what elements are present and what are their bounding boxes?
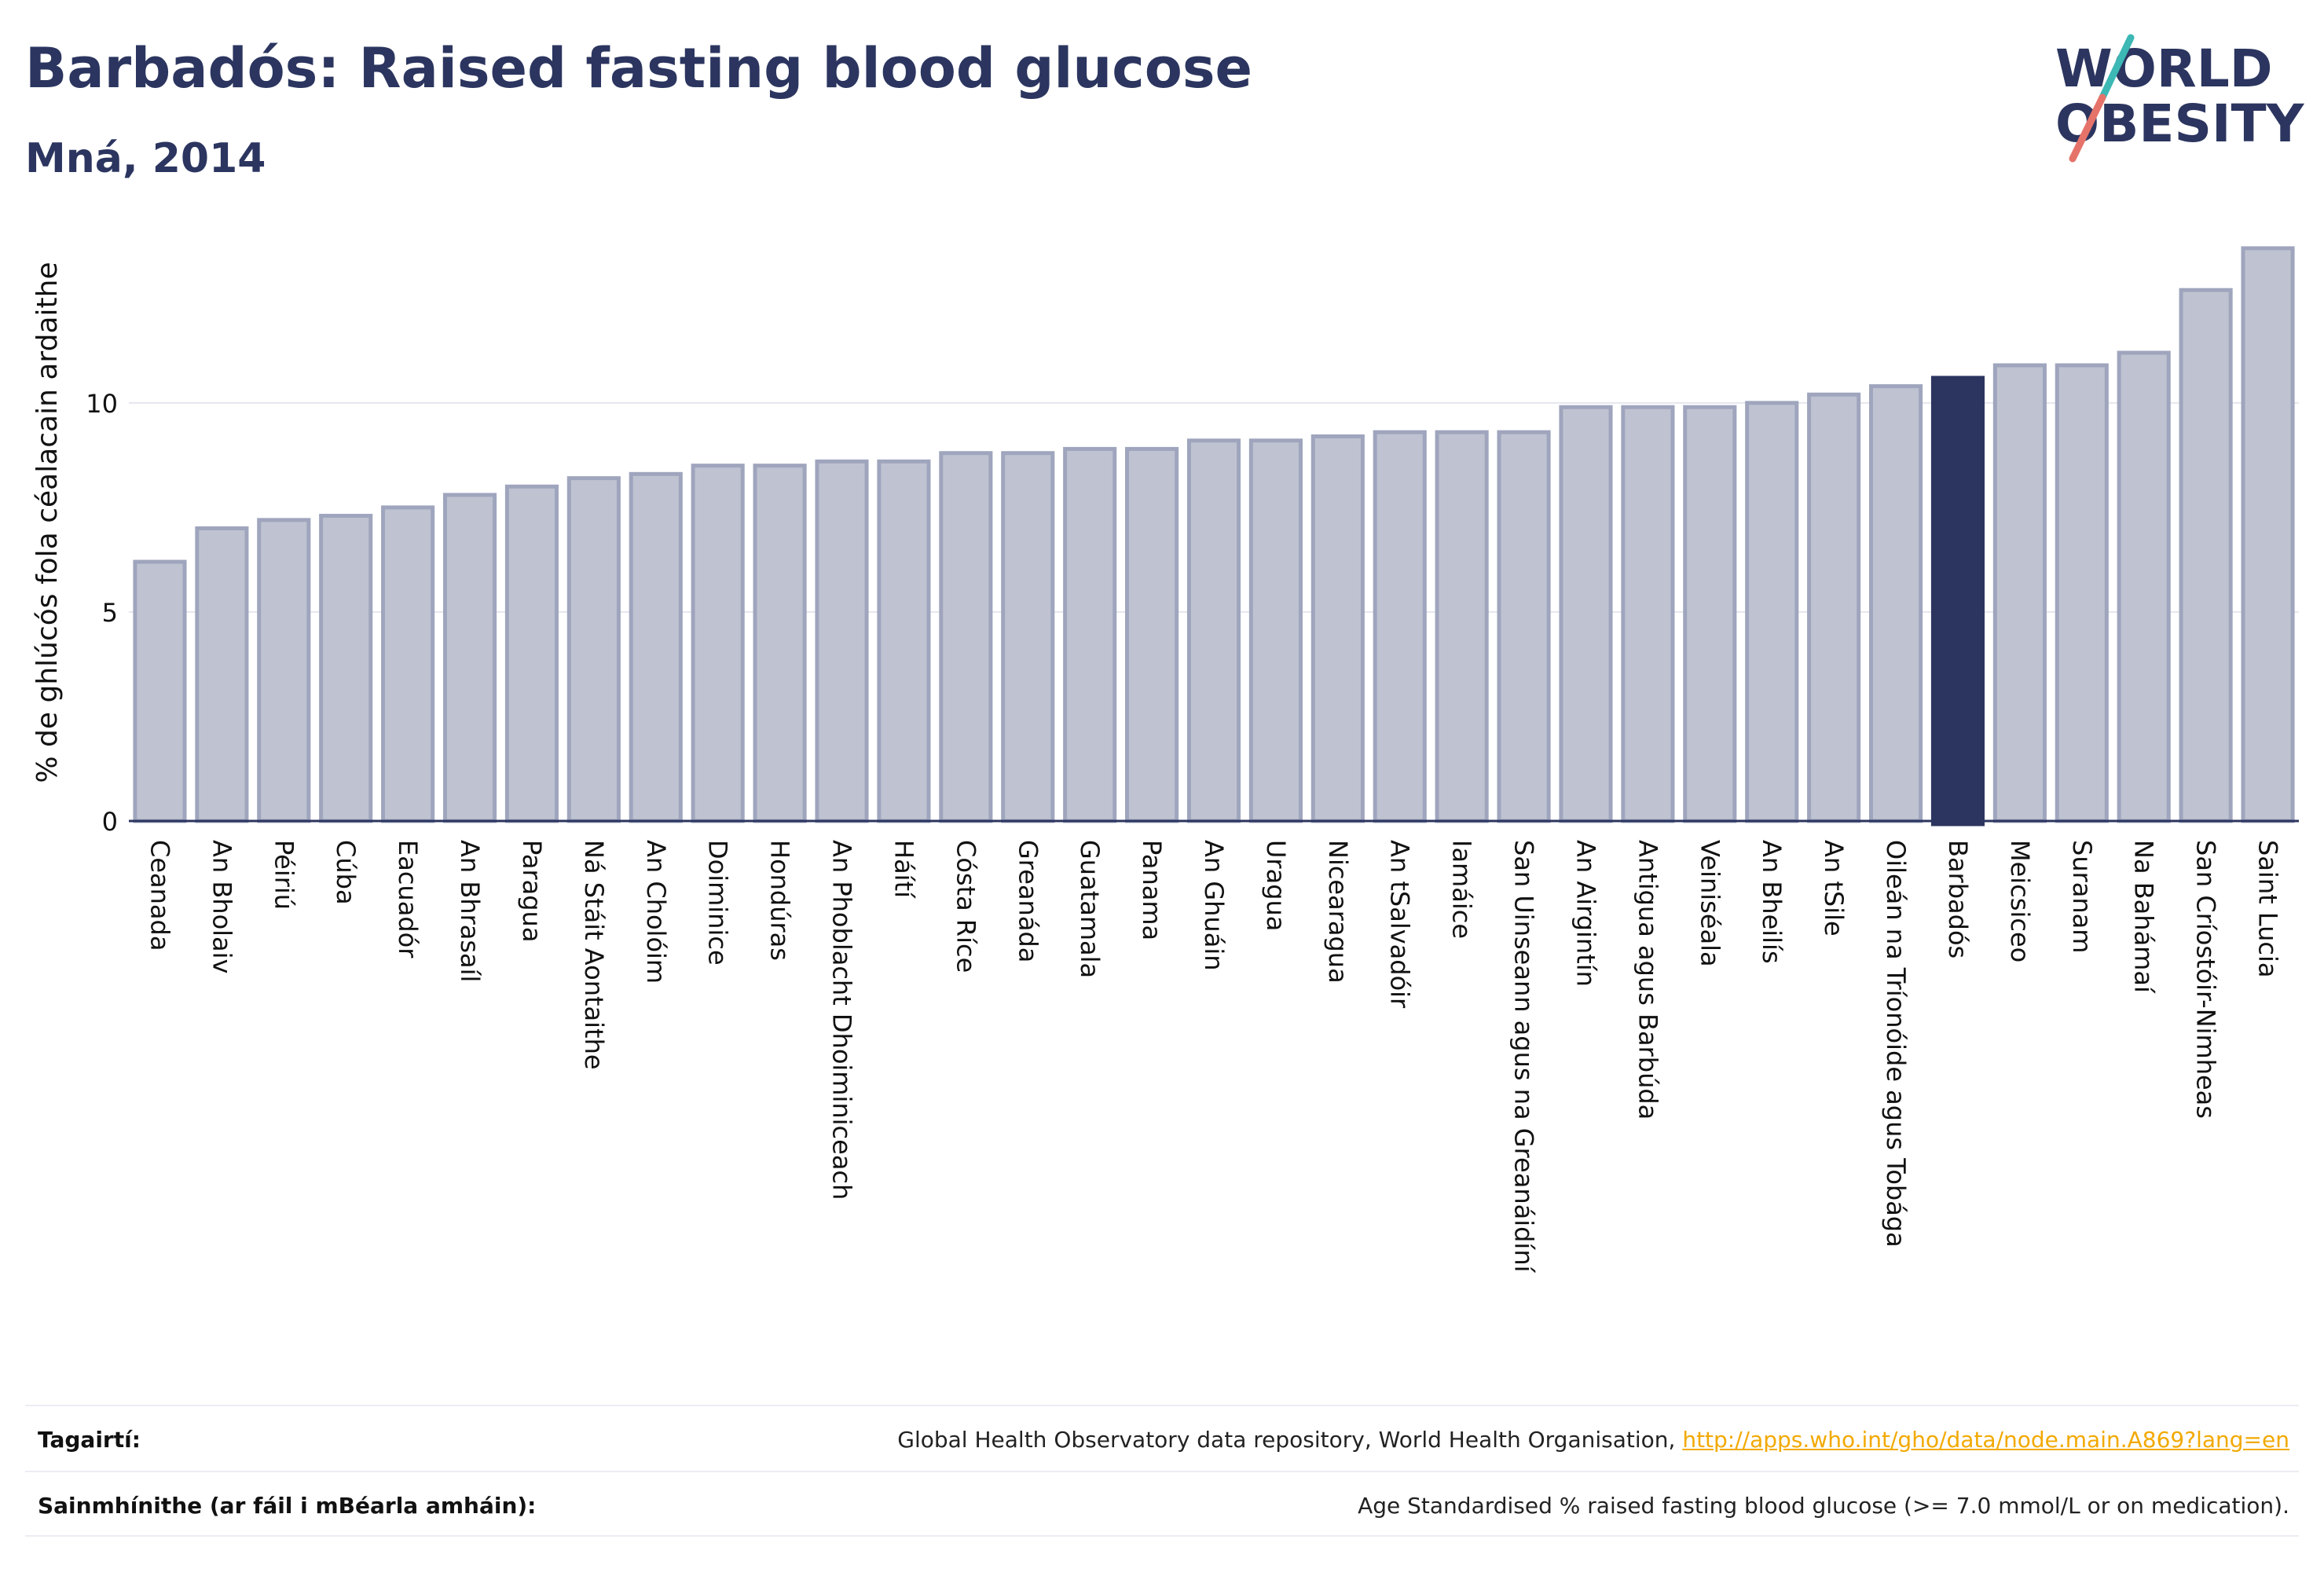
x-tick-label: Antigua agus Barbúda: [1633, 840, 1662, 1120]
bar-1[interactable]: [195, 526, 249, 823]
bar-23[interactable]: [1559, 405, 1613, 823]
bar-24[interactable]: [1621, 405, 1675, 823]
definitions-label: Sainmhínithe (ar fáil i mBéarla amháin):: [38, 1493, 537, 1519]
bar-7[interactable]: [566, 476, 621, 823]
footer-divider-middle: [25, 1471, 2299, 1472]
y-tick-label: 10: [86, 389, 118, 419]
footer-divider-top: [25, 1405, 2299, 1406]
bar-27[interactable]: [1807, 392, 1861, 823]
x-tick-label: An Ghuáin: [1199, 840, 1229, 970]
bars: [133, 246, 2295, 826]
x-tick-label: Veiniséala: [1695, 840, 1725, 967]
bar-8[interactable]: [629, 471, 683, 823]
bar-21[interactable]: [1435, 430, 1489, 823]
slash-logo-icon: [2099, 34, 2135, 101]
x-tick-label: Péiriú: [269, 840, 299, 910]
x-tick-label: An Bheilís: [1757, 840, 1787, 964]
bar-19[interactable]: [1310, 434, 1365, 823]
x-tick-label: Saint Lucia: [2253, 840, 2283, 977]
bar-18[interactable]: [1248, 438, 1303, 823]
bar-28[interactable]: [1868, 384, 1923, 823]
bar-20[interactable]: [1373, 430, 1427, 823]
references-label: Tagairtí:: [38, 1427, 141, 1453]
references-link[interactable]: http://apps.who.int/gho/data/node.main.A…: [1682, 1427, 2289, 1453]
x-tick-label: Oileán na Tríonóide agus Tobága: [1881, 840, 1911, 1248]
x-tick-label: Nicearagua: [1323, 840, 1353, 984]
chart-subtitle: Mná, 2014: [25, 135, 266, 182]
bar-32[interactable]: [2117, 350, 2171, 823]
x-tick-label: An tSalvadóir: [1385, 840, 1415, 1009]
bar-4[interactable]: [381, 505, 435, 823]
bar-11[interactable]: [815, 459, 869, 823]
x-tick-label: Iamáice: [1447, 840, 1477, 939]
bar-22[interactable]: [1497, 430, 1551, 823]
x-tick-label: An Airgintín: [1571, 840, 1600, 987]
x-tick-label: Hondúras: [765, 840, 795, 961]
bar-26[interactable]: [1745, 401, 1799, 823]
x-tick-label: Ná Stáit Aontaithe: [579, 840, 609, 1070]
chart-title: Barbadós: Raised fasting blood glucose: [25, 36, 1252, 101]
x-tick-label: Cúba: [331, 840, 361, 905]
bar-12[interactable]: [877, 459, 931, 823]
x-tick-label: Uragua: [1261, 840, 1291, 931]
y-axis-label: % de ghlúcós fola céalacain ardaithe: [31, 262, 64, 783]
bar-33[interactable]: [2179, 288, 2233, 823]
slash-logo-icon-lower: [2069, 93, 2106, 163]
x-tick-label: Guatamala: [1075, 840, 1105, 978]
bar-34[interactable]: [2241, 246, 2295, 823]
bar-0[interactable]: [133, 559, 187, 823]
world-obesity-logo: WORLD OBESITY: [2055, 34, 2305, 163]
bar-6[interactable]: [504, 484, 559, 823]
x-tick-label: Greanáda: [1013, 840, 1043, 962]
y-tick-label: 0: [102, 807, 118, 837]
x-tick-label: Barbadós: [1943, 840, 1973, 958]
bar-chart: 0 5 10 Ceanada An Bholaiv Péiriú Cúba Eacuadór…: [31, 246, 2299, 1274]
bar-10[interactable]: [753, 464, 807, 823]
x-tick-label: An Bholaiv: [207, 840, 236, 973]
bar-14[interactable]: [1001, 451, 1055, 823]
x-tick-label: An tSile: [1819, 840, 1849, 936]
x-tick-labels: Ceanada An Bholaiv Péiriú Cúba Eacuadór An Bh…: [145, 840, 2282, 1274]
x-tick-label: Háítí: [889, 840, 918, 899]
x-tick-label: Paragua: [517, 840, 547, 942]
x-tick-label: Eacuadór: [393, 840, 423, 958]
x-tick-label: Doiminice: [703, 840, 733, 966]
x-tick-label: An Bhrasaíl: [455, 840, 485, 982]
definitions-value: Age Standardised % raised fasting blood …: [1358, 1493, 2289, 1519]
references-value: Global Health Observatory data repositor…: [897, 1427, 2289, 1453]
x-tick-label: Cósta Ríce: [951, 840, 981, 973]
x-tick-label: Panama: [1137, 840, 1167, 940]
y-tick-label: 5: [102, 598, 118, 628]
axes: 0 5 10: [86, 389, 2299, 837]
bar-29[interactable]: [1930, 376, 1985, 826]
bar-31[interactable]: [2055, 363, 2109, 823]
x-tick-label: San Críostóir-Nimheas: [2191, 840, 2221, 1119]
x-tick-label: Ceanada: [145, 840, 174, 951]
x-tick-label: Suranam: [2067, 840, 2097, 953]
bar-9[interactable]: [691, 464, 745, 823]
bar-2[interactable]: [257, 518, 311, 823]
footer-divider-bottom: [25, 1535, 2299, 1537]
references-text: Global Health Observatory data repositor…: [897, 1427, 1683, 1453]
x-tick-label: An Phoblacht Dhoiminiceach: [827, 840, 857, 1200]
logo-line1: WORLD: [2055, 38, 2273, 99]
x-tick-label: Meicsiceo: [2005, 840, 2035, 962]
bar-30[interactable]: [1992, 363, 2047, 823]
bar-16[interactable]: [1125, 446, 1179, 823]
bar-13[interactable]: [939, 451, 993, 823]
bar-17[interactable]: [1186, 438, 1241, 823]
bar-25[interactable]: [1683, 405, 1737, 823]
x-tick-label: An Cholóim: [641, 840, 671, 984]
bar-5[interactable]: [442, 493, 497, 823]
x-tick-label: San Uinseann agus na Greanáidíní: [1509, 840, 1539, 1274]
bar-3[interactable]: [319, 514, 373, 823]
bar-15[interactable]: [1063, 446, 1117, 823]
x-tick-label: Na Bahámaí: [2129, 840, 2159, 994]
